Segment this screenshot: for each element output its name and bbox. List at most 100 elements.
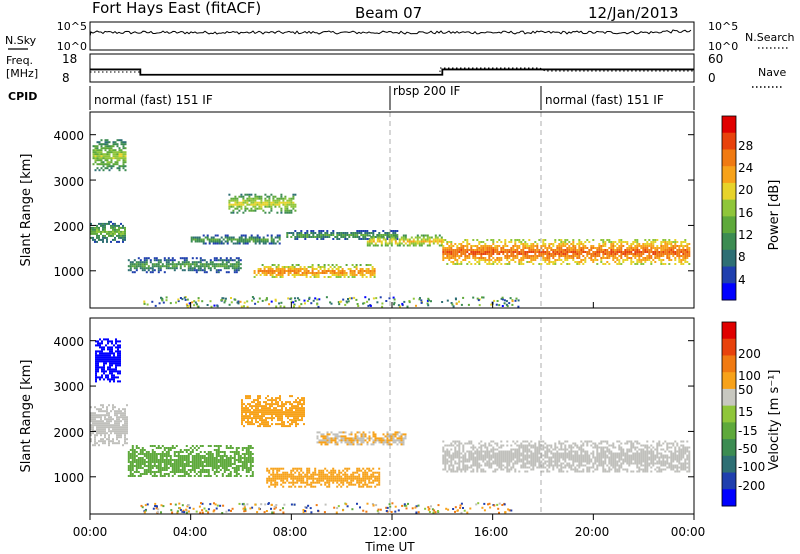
- velocity-cell: [251, 413, 253, 416]
- velocity-cell: [396, 439, 399, 442]
- power-cell: [275, 268, 278, 270]
- velocity-cell: [171, 467, 174, 469]
- velocity-cell: [257, 407, 259, 410]
- velocity-cell: [111, 352, 113, 355]
- velocity-cell: [462, 464, 465, 467]
- velocity-cell: [267, 421, 269, 424]
- velocity-cell: [98, 422, 100, 425]
- velocity-cell: [101, 350, 103, 353]
- velocity-cell: [470, 466, 473, 469]
- power-cell: [307, 266, 310, 268]
- power-cell: [618, 263, 621, 265]
- velocity-cell: [285, 425, 287, 428]
- power-cell: [318, 232, 321, 234]
- velocity-cell: [300, 467, 303, 470]
- power-cell: [464, 245, 467, 247]
- power-cell: [394, 230, 397, 232]
- velocity-cell: [111, 370, 113, 373]
- velocity-cell: [324, 483, 327, 486]
- velocity-cell: [462, 458, 465, 461]
- power-cell: [106, 157, 109, 160]
- velocity-cell: [350, 437, 353, 440]
- power-cell: [210, 240, 213, 243]
- velocity-cell: [370, 443, 373, 446]
- power-cell: [496, 253, 499, 255]
- power-cell: [98, 149, 101, 152]
- velocity-cell: [442, 456, 445, 459]
- power-speckle: [317, 305, 320, 308]
- power-cell: [145, 259, 148, 262]
- velocity-cell: [259, 395, 261, 398]
- velocity-cell: [118, 430, 120, 433]
- power-cell: [536, 243, 539, 245]
- velocity-cell: [334, 471, 337, 474]
- velocity-cell: [454, 448, 457, 451]
- power-speckle: [165, 299, 168, 302]
- velocity-cell: [167, 463, 170, 465]
- power-cell: [666, 251, 669, 253]
- velocity-cell: [276, 473, 279, 476]
- power-cell: [175, 263, 178, 266]
- power-cell: [534, 241, 537, 243]
- power-cell: [486, 239, 489, 241]
- power-cell: [92, 228, 94, 231]
- power-cell: [209, 263, 212, 266]
- velocity-cell: [101, 354, 103, 357]
- power-cell: [480, 255, 483, 257]
- power-cell: [371, 268, 374, 270]
- power-cell: [94, 145, 97, 148]
- power-cell: [476, 257, 479, 259]
- power-cell: [522, 245, 525, 247]
- velocity-cell: [106, 420, 108, 423]
- power-cell: [596, 263, 599, 265]
- power-cell: [452, 245, 455, 247]
- power-cell: [380, 236, 383, 239]
- velocity-cell: [120, 416, 122, 419]
- power-cell: [450, 247, 453, 249]
- power-cell: [600, 259, 603, 261]
- power-cell: [630, 253, 633, 255]
- velocity-cell: [251, 447, 254, 449]
- power-cell: [133, 259, 136, 262]
- power-cell: [448, 257, 451, 259]
- velocity-cell: [129, 453, 132, 455]
- velocity-cell: [442, 446, 445, 449]
- power-cell: [466, 249, 469, 251]
- velocity-cell: [247, 471, 250, 473]
- velocity-cell: [95, 358, 97, 361]
- velocity-cell: [217, 455, 220, 457]
- noise-right-tick-top: 10^5: [708, 20, 738, 33]
- power-cell: [295, 274, 298, 276]
- velocity-cell: [108, 430, 110, 433]
- nave-trace: [90, 67, 694, 76]
- power-cell: [279, 276, 282, 278]
- velocity-cell: [324, 481, 327, 484]
- velocity-cell: [113, 356, 115, 359]
- velocity-cell: [336, 473, 339, 476]
- power-cell: [352, 236, 355, 238]
- power-cell: [114, 143, 117, 146]
- velocity-cell: [155, 457, 158, 459]
- velocity-cell: [352, 471, 355, 474]
- velocity-cell: [101, 356, 103, 359]
- velocity-cell: [362, 433, 365, 436]
- velocity-cell: [279, 417, 281, 420]
- power-cell: [147, 269, 150, 272]
- velocity-cell: [348, 481, 351, 484]
- velocity-cell: [241, 465, 244, 467]
- velocity-cell: [126, 416, 128, 419]
- power-cell: [248, 209, 251, 212]
- power-cell: [450, 257, 453, 259]
- power-cell: [450, 261, 453, 263]
- power-cell: [590, 247, 593, 249]
- power-cell: [526, 255, 529, 257]
- velocity-cell: [153, 475, 156, 477]
- velocity-cell: [245, 457, 248, 459]
- power-cell: [124, 238, 126, 241]
- power-cell: [171, 261, 174, 264]
- velocity-cell: [100, 410, 102, 413]
- power-cell: [163, 271, 166, 274]
- power-speckle: [452, 305, 455, 308]
- power-cell: [346, 234, 349, 236]
- power-cell: [272, 201, 275, 204]
